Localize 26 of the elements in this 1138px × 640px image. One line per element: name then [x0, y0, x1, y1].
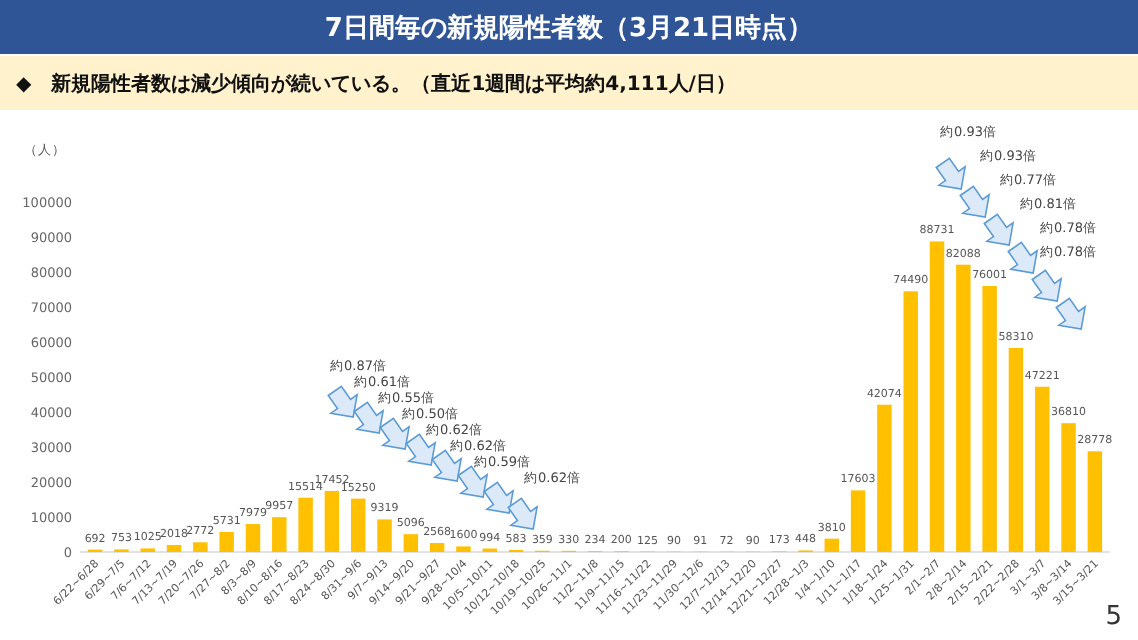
bar	[166, 544, 182, 552]
chart-subtitle: ◆ 新規陽性者数は減少傾向が続いている。（直近1週間は平均約4,111人/日）	[16, 72, 736, 96]
bar	[877, 404, 892, 552]
chart-title: 7日間毎の新規陽性者数（3月21日時点）	[324, 12, 814, 44]
bar	[377, 519, 392, 552]
bar	[272, 517, 287, 552]
bar	[1008, 347, 1024, 552]
bar	[219, 531, 234, 552]
bar	[982, 286, 997, 552]
bar	[850, 490, 866, 552]
bar	[903, 291, 918, 552]
bar	[456, 546, 471, 552]
bar	[298, 497, 313, 552]
bar	[193, 542, 208, 552]
bar	[403, 534, 419, 552]
bar	[1061, 423, 1076, 552]
bar	[1087, 451, 1103, 552]
bar	[956, 264, 971, 552]
bar	[324, 490, 340, 552]
bar	[429, 543, 445, 552]
bar	[824, 538, 840, 552]
bar	[350, 498, 366, 552]
bar	[1035, 386, 1050, 552]
text: 5	[1105, 602, 1122, 632]
bar	[245, 524, 261, 552]
bar	[929, 241, 945, 552]
